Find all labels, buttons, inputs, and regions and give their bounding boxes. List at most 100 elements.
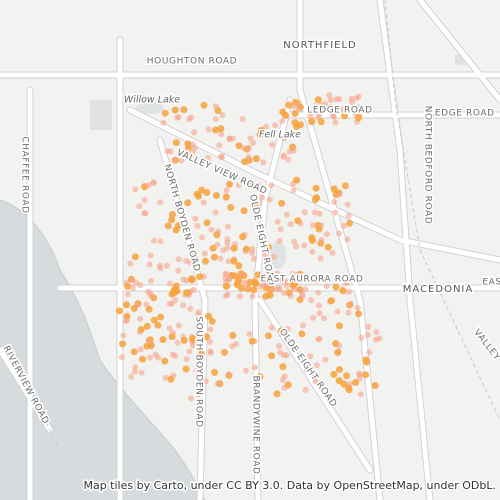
heat-point xyxy=(307,353,314,360)
heat-point xyxy=(280,278,287,285)
heat-point xyxy=(335,322,343,330)
heat-point xyxy=(141,210,148,217)
heat-point xyxy=(211,368,219,376)
heat-point xyxy=(332,119,339,126)
heat-point xyxy=(283,211,290,218)
heat-point xyxy=(224,245,231,252)
heat-point xyxy=(287,293,294,299)
heat-point xyxy=(180,336,188,344)
heat-point xyxy=(330,370,338,378)
heat-point xyxy=(311,374,318,381)
building xyxy=(455,55,465,65)
heat-point xyxy=(235,275,243,283)
map-label: Fell Lake xyxy=(259,130,301,141)
heat-point xyxy=(187,305,194,312)
heat-point xyxy=(239,233,247,241)
heat-point xyxy=(200,161,207,168)
heat-point xyxy=(239,270,246,277)
heat-point xyxy=(212,209,219,216)
heat-point xyxy=(137,325,145,333)
heat-point xyxy=(250,140,257,146)
heat-point xyxy=(365,323,372,330)
heat-point xyxy=(329,249,336,256)
heat-point xyxy=(175,322,182,329)
heat-point xyxy=(189,150,196,157)
heat-point xyxy=(175,267,182,274)
heat-point xyxy=(190,342,196,349)
heat-point xyxy=(224,223,231,230)
heat-point xyxy=(188,395,194,402)
heat-point xyxy=(347,300,354,307)
heat-point xyxy=(341,182,349,190)
heat-point xyxy=(225,258,232,265)
heat-point xyxy=(152,351,159,358)
heat-point xyxy=(288,278,296,285)
heat-point xyxy=(196,273,204,281)
heat-point xyxy=(224,291,231,298)
heat-point xyxy=(266,291,274,299)
heat-point xyxy=(313,277,320,284)
heat-point xyxy=(283,352,290,359)
heat-point xyxy=(174,222,182,230)
heat-point xyxy=(229,343,236,350)
heat-point xyxy=(297,287,304,294)
heat-point xyxy=(311,196,319,204)
heat-point xyxy=(346,219,354,227)
heat-point xyxy=(301,242,308,249)
heat-point xyxy=(328,107,335,114)
heat-point xyxy=(331,199,338,205)
heat-point xyxy=(258,126,265,134)
heat-point xyxy=(168,333,176,341)
heat-point xyxy=(252,155,260,163)
heat-point xyxy=(290,286,297,293)
heat-point xyxy=(331,113,337,120)
heat-point xyxy=(166,300,173,307)
heat-point xyxy=(202,257,209,265)
heat-point xyxy=(230,257,238,265)
heat-point xyxy=(275,284,282,291)
heat-point xyxy=(260,159,267,166)
heat-point xyxy=(252,364,258,371)
heat-point xyxy=(274,218,281,225)
heat-point xyxy=(357,375,363,382)
heat-point xyxy=(172,353,179,359)
heat-point xyxy=(316,310,323,317)
heat-point xyxy=(317,255,324,262)
heat-point xyxy=(245,180,253,188)
heat-point xyxy=(322,100,328,107)
heat-point xyxy=(345,386,353,394)
heat-point xyxy=(315,289,322,296)
heat-point xyxy=(263,123,269,130)
heat-point xyxy=(316,302,323,309)
heat-point xyxy=(169,211,176,218)
heat-point xyxy=(269,285,276,292)
heat-point xyxy=(195,192,202,200)
heat-point xyxy=(184,199,192,207)
heat-point xyxy=(259,194,265,201)
heat-point xyxy=(154,321,162,329)
heat-point xyxy=(308,118,316,125)
heat-point xyxy=(320,315,327,322)
heat-point xyxy=(180,302,187,309)
heat-point xyxy=(358,334,365,341)
heat-point xyxy=(186,116,192,123)
heat-point xyxy=(193,367,200,374)
heat-point xyxy=(207,326,214,333)
heat-point xyxy=(194,223,201,229)
heat-point xyxy=(340,380,348,388)
heat-point xyxy=(130,348,138,356)
heat-point xyxy=(226,180,233,188)
heat-point xyxy=(250,286,258,294)
heat-point xyxy=(219,154,225,161)
heat-point xyxy=(296,106,303,113)
heat-point xyxy=(279,363,287,371)
heat-point xyxy=(276,237,283,244)
heat-point xyxy=(357,103,364,110)
heat-point xyxy=(264,332,272,340)
heat-point xyxy=(143,322,151,330)
heat-point xyxy=(205,155,211,161)
heat-point xyxy=(227,203,235,211)
heat-point xyxy=(278,199,286,207)
heat-point xyxy=(157,313,165,321)
heat-point xyxy=(291,238,298,245)
